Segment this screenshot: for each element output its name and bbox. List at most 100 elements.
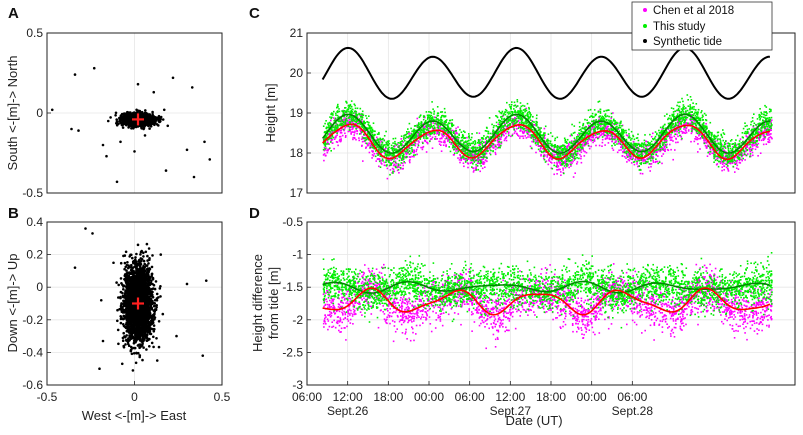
scatter-point bbox=[132, 352, 136, 355]
outlier-point-22 bbox=[192, 175, 196, 179]
outlier-point-9 bbox=[155, 359, 159, 362]
scatter-point bbox=[157, 320, 161, 323]
scatter-point bbox=[149, 290, 152, 293]
scatter-point-chen bbox=[460, 159, 462, 162]
scatter-point bbox=[135, 282, 139, 285]
scatter-point-chen bbox=[618, 149, 620, 152]
scatter-point bbox=[134, 295, 138, 299]
scatter-point bbox=[145, 275, 148, 279]
scatter-point-chen bbox=[344, 132, 346, 135]
outlier-point-16 bbox=[171, 76, 175, 80]
scatter-point bbox=[145, 339, 149, 343]
scatter-point-chen bbox=[368, 151, 371, 154]
scatter-point bbox=[134, 361, 138, 365]
scatter-point-chen bbox=[440, 141, 443, 143]
scatter-point bbox=[137, 109, 140, 113]
outlier-point-10 bbox=[185, 282, 189, 286]
scatter-point bbox=[144, 109, 147, 112]
scatter-point bbox=[129, 253, 132, 257]
scatter-point bbox=[144, 118, 147, 121]
scatter-point bbox=[147, 262, 150, 265]
scatter-point bbox=[119, 277, 123, 280]
scatter-point bbox=[117, 296, 120, 299]
scatter-point-chen bbox=[553, 148, 555, 151]
scatter-point bbox=[130, 263, 133, 267]
scatter-point bbox=[142, 255, 145, 258]
outlier-point-0 bbox=[84, 227, 87, 230]
scatter-point bbox=[125, 322, 129, 325]
scatter-point bbox=[124, 310, 127, 313]
scatter-point bbox=[158, 287, 162, 290]
outlier-point-9 bbox=[119, 140, 122, 144]
scatter-point-chen bbox=[553, 162, 556, 164]
outlier-point-7 bbox=[105, 154, 108, 158]
scatter-point bbox=[145, 324, 149, 328]
scatter-point bbox=[140, 292, 144, 296]
scatter-point bbox=[132, 259, 136, 263]
scatter-point bbox=[114, 111, 118, 115]
scatter-point bbox=[124, 276, 128, 279]
scatter-point-chen bbox=[574, 172, 576, 174]
scatter-point-chen bbox=[332, 117, 335, 119]
scatter-point bbox=[157, 114, 161, 118]
scatter-point bbox=[128, 322, 132, 326]
scatter-point bbox=[122, 314, 126, 318]
scatter-point-chen bbox=[505, 135, 508, 138]
outlier-point-4 bbox=[99, 298, 103, 302]
scatter-point-chen bbox=[411, 155, 414, 158]
outlier-point-2 bbox=[50, 108, 54, 112]
scatter-point-chen bbox=[661, 162, 663, 165]
scatter-point bbox=[152, 335, 155, 339]
scatter-point bbox=[145, 348, 148, 351]
panel-b-xlabel: West <-[m]-> East bbox=[82, 408, 187, 423]
scatter-point bbox=[121, 291, 124, 295]
scatter-point-chen bbox=[652, 161, 655, 163]
outlier-point-15 bbox=[166, 124, 170, 128]
scatter-point bbox=[143, 294, 146, 298]
scatter-point-chen bbox=[697, 151, 699, 153]
scatter-point bbox=[150, 341, 154, 345]
scatter-point-chen bbox=[576, 161, 579, 163]
scatter-point-chen bbox=[572, 160, 574, 163]
scatter-point bbox=[146, 312, 149, 315]
scatter-point bbox=[115, 122, 118, 125]
scatter-point-chen bbox=[727, 170, 730, 172]
scatter-point bbox=[135, 287, 138, 291]
outlier-point-10 bbox=[133, 150, 136, 153]
scatter-point-chen bbox=[400, 138, 402, 140]
ytick-label-4: -0.4 bbox=[22, 345, 43, 359]
scatter-point bbox=[152, 314, 155, 318]
scatter-point bbox=[115, 281, 118, 284]
scatter-point bbox=[132, 269, 135, 273]
scatter-point-chen bbox=[358, 139, 360, 142]
scatter-point bbox=[134, 125, 138, 129]
scatter-point bbox=[153, 327, 156, 331]
ytick-label-0: 0.4 bbox=[26, 215, 43, 229]
scatter-point bbox=[126, 266, 130, 270]
scatter-point bbox=[150, 265, 154, 269]
scatter-point-chen bbox=[325, 154, 327, 157]
scatter-point bbox=[150, 272, 154, 276]
outlier-point-19 bbox=[164, 169, 168, 172]
scatter-point bbox=[141, 358, 144, 362]
ytick-label-2: -0.5 bbox=[22, 186, 43, 200]
scatter-point bbox=[122, 285, 125, 288]
outlier-point-6 bbox=[98, 367, 101, 371]
scatter-point bbox=[138, 120, 142, 124]
scatter-point bbox=[145, 327, 149, 330]
scatter-point bbox=[130, 316, 134, 320]
scatter-point bbox=[145, 242, 149, 246]
outlier-point-5 bbox=[101, 339, 105, 343]
scatter-point bbox=[118, 119, 121, 123]
scatter-point bbox=[145, 264, 149, 267]
scatter-point bbox=[147, 275, 150, 278]
scatter-point bbox=[130, 352, 134, 356]
outlier-point-12 bbox=[136, 82, 140, 86]
scatter-point bbox=[138, 262, 141, 266]
scatter-point-chen bbox=[751, 151, 754, 154]
scatter-point-chen bbox=[362, 160, 364, 162]
scatter-point bbox=[147, 302, 150, 306]
scatter-point bbox=[137, 271, 140, 275]
scatter-point bbox=[116, 328, 120, 332]
